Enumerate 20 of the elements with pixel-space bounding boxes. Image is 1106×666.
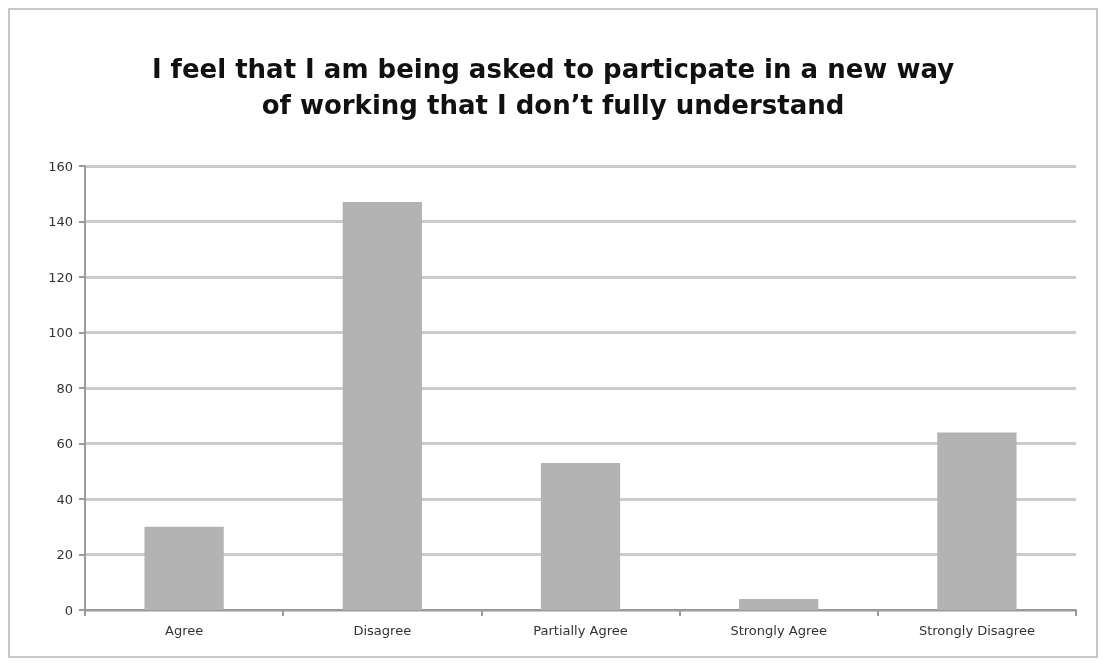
x-tick-label: Strongly Disagree xyxy=(918,623,1035,638)
bar xyxy=(739,598,819,610)
y-tick-label: 40 xyxy=(56,491,73,507)
chart-title: I feel that I am being asked to particpate in a new way of working that I don’t fully understand xyxy=(151,54,955,120)
y-tick-label: 140 xyxy=(48,214,73,229)
y-tick-label: 60 xyxy=(56,436,73,451)
x-tick-label: Partially Agree xyxy=(533,623,628,638)
y-tick-label: 160 xyxy=(48,158,73,174)
y-tick-label: 0 xyxy=(64,602,73,618)
bar xyxy=(937,432,1017,610)
x-tick-label: Agree xyxy=(165,623,204,638)
bar xyxy=(540,462,621,610)
y-tick-label: 120 xyxy=(48,269,73,285)
y-tick-label: 20 xyxy=(56,547,73,562)
bar xyxy=(144,526,224,610)
y-tick-label: 100 xyxy=(48,325,73,340)
x-tick-label: Disagree xyxy=(353,623,412,638)
bar xyxy=(342,202,422,610)
x-tick-label: Strongly Agree xyxy=(730,623,827,638)
y-tick-label: 80 xyxy=(56,380,73,396)
